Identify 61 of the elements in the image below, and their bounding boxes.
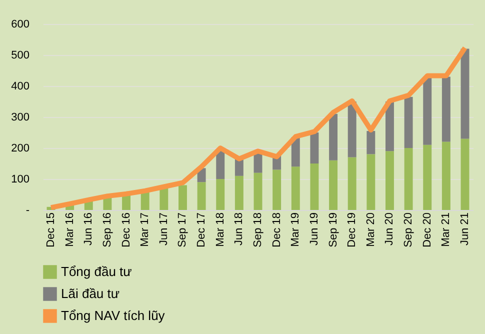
x-tick-label: Jun 16: [82, 212, 95, 246]
x-tick-label: Dec 18: [270, 212, 283, 248]
x-tick-label: Dec 16: [120, 212, 132, 248]
x-tick-label: Mar 19: [290, 212, 302, 247]
x-tick-label: Mar 17: [139, 212, 152, 247]
y-tick-label: 500: [11, 50, 30, 62]
bar: [423, 144, 432, 210]
bar: [254, 172, 262, 210]
x-tick-label: Mar 20: [364, 212, 377, 247]
x-tick-label: Jun 18: [233, 212, 246, 246]
bar: [140, 191, 150, 210]
bar: [272, 170, 282, 210]
x-tick-label: Dec 20: [421, 212, 434, 248]
bar: [460, 48, 470, 139]
bar: [423, 76, 432, 145]
y-tick-label: 600: [11, 18, 30, 30]
bar: [442, 76, 450, 142]
x-tick-label: Sep 18: [252, 212, 264, 248]
bar: [310, 164, 319, 210]
x-tick-label: Mar 16: [64, 212, 76, 247]
bar: [404, 96, 413, 148]
bar: [404, 148, 413, 210]
x-tick-label: Sep 20: [402, 212, 415, 248]
y-tick-label: 200: [11, 142, 30, 154]
x-tick-label: Jun 17: [158, 212, 170, 246]
x-tick-label: Jun 19: [308, 212, 320, 246]
bar: [234, 176, 244, 210]
x-tick-label: Dec 17: [196, 212, 208, 248]
x-tick-label: Dec 19: [346, 212, 358, 248]
bar: [460, 138, 470, 210]
bar: [103, 198, 112, 210]
bar: [291, 166, 300, 210]
legend-label: Tổng NAV tích lũy: [61, 308, 166, 323]
x-tick-label: Sep 17: [176, 212, 189, 248]
x-tick-label: Jun 21: [459, 212, 471, 246]
x-tick-label: Dec 15: [45, 212, 57, 248]
bar: [329, 114, 338, 160]
bar: [442, 142, 450, 210]
bar: [366, 154, 376, 210]
bar: [160, 188, 168, 210]
bar: [385, 102, 394, 152]
y-tick-label: 400: [11, 80, 30, 92]
y-tick-label: 100: [11, 174, 30, 186]
bar: [329, 160, 338, 210]
bar: [234, 158, 244, 176]
y-tick-label: -: [26, 204, 30, 216]
bar: [366, 130, 376, 154]
x-tick-label: Sep 19: [327, 212, 340, 248]
bar: [310, 132, 319, 164]
y-tick-label: 300: [11, 112, 30, 124]
bar: [216, 179, 225, 210]
bar: [178, 185, 187, 210]
bar: [197, 182, 206, 210]
legend-label: Tổng đầu tư: [61, 264, 132, 279]
x-tick-label: Mar 21: [440, 212, 452, 247]
x-tick-label: Jun 20: [384, 212, 396, 246]
legend-label: Lãi đầu tư: [61, 286, 120, 301]
bar: [348, 157, 356, 210]
x-tick-label: Mar 18: [214, 212, 226, 247]
bar: [385, 151, 394, 210]
x-tick-label: Sep 16: [101, 212, 114, 248]
